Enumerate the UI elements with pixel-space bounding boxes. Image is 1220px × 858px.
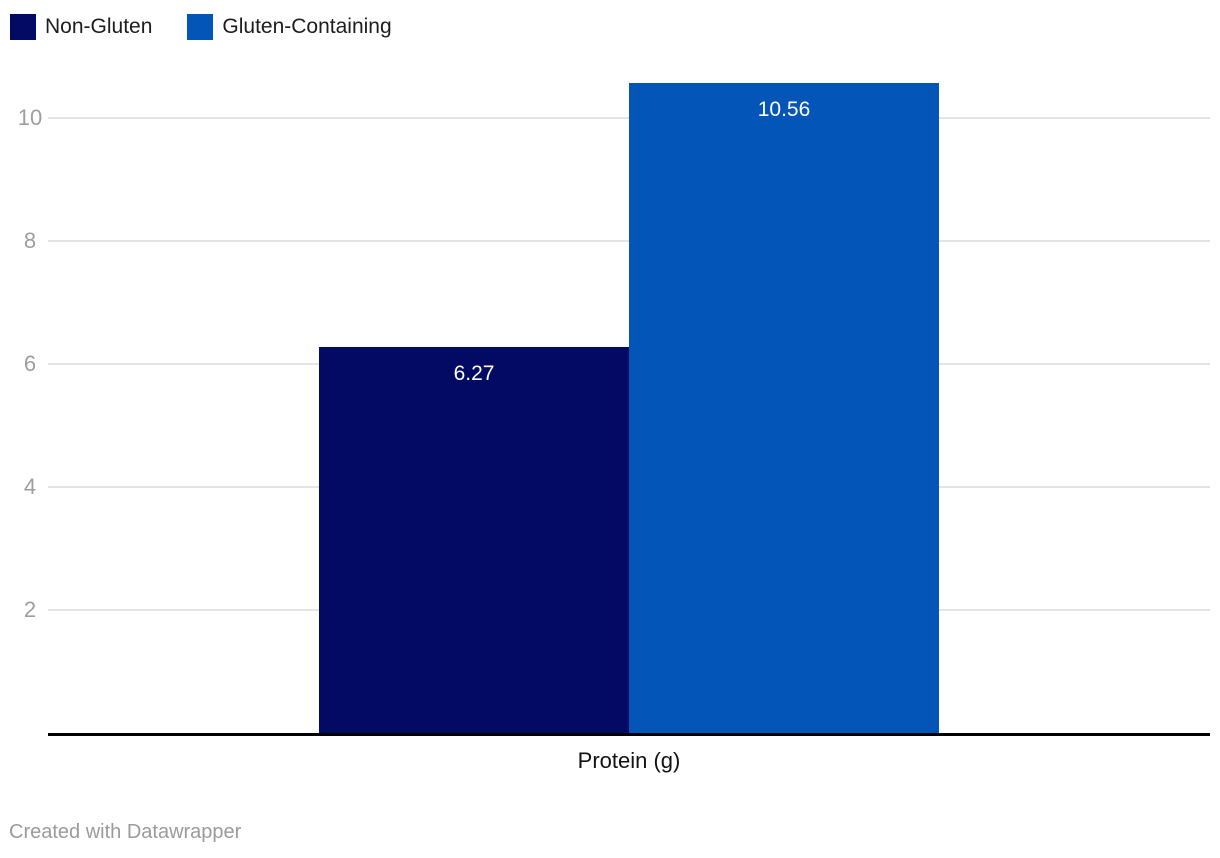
legend-label: Gluten-Containing xyxy=(222,15,392,38)
value-label-gluten-containing: 10.56 xyxy=(757,98,811,122)
x-axis-line xyxy=(48,733,1210,736)
y-tick-label-6: 6 xyxy=(23,350,37,376)
y-tick-label-10: 10 xyxy=(17,104,43,130)
datawrapper-credit: Created with Datawrapper xyxy=(9,821,242,843)
y-tick-label-8: 8 xyxy=(23,227,37,253)
legend-item-gluten-containing: Gluten-Containing xyxy=(187,14,392,40)
legend: Non-Gluten Gluten-Containing xyxy=(10,14,392,40)
value-label-non-gluten: 6.27 xyxy=(453,362,495,386)
legend-swatch-non-gluten xyxy=(10,14,36,40)
bar-gluten-containing[interactable] xyxy=(629,83,939,733)
x-axis-label: Protein (g) xyxy=(577,748,681,773)
legend-swatch-gluten-containing xyxy=(187,14,214,40)
y-tick-label-4: 4 xyxy=(23,473,37,499)
y-tick-label-2: 2 xyxy=(23,596,37,622)
legend-label: Non-Gluten xyxy=(45,15,153,38)
legend-item-non-gluten: Non-Gluten xyxy=(10,14,152,40)
bar-non-gluten[interactable] xyxy=(319,347,629,733)
